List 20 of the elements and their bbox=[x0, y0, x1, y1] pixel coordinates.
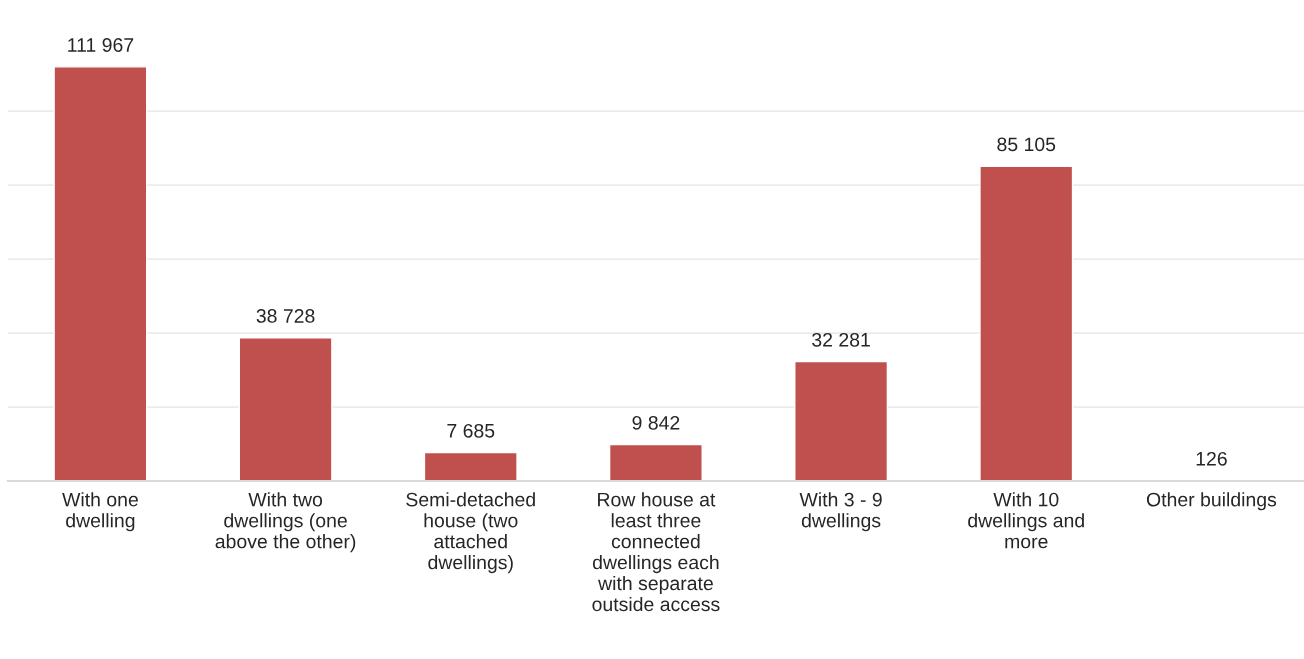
x-tick-label: With one dwelling bbox=[62, 492, 138, 532]
data-label: 38 728 bbox=[256, 309, 315, 323]
bar bbox=[238, 337, 333, 482]
data-label: 126 bbox=[1196, 451, 1227, 466]
data-label: 7 685 bbox=[447, 423, 495, 438]
data-label: 111 967 bbox=[68, 38, 134, 52]
bar bbox=[979, 165, 1074, 482]
x-tick-label: With two dwellings (one above the other) bbox=[215, 492, 356, 553]
x-tick-label: With 3 - 9 dwellings bbox=[799, 492, 882, 532]
bar bbox=[608, 443, 703, 482]
x-tick-label: Other buildings bbox=[1146, 492, 1277, 511]
bar bbox=[53, 66, 148, 482]
bar bbox=[423, 451, 518, 482]
bar bbox=[794, 360, 889, 482]
data-label: 32 281 bbox=[812, 332, 870, 347]
data-label: 9 842 bbox=[632, 415, 680, 430]
x-tick-label: With 10 dwellings and more bbox=[968, 492, 1084, 549]
x-tick-label: Semi-detached house (two attached dwellings) bbox=[406, 492, 535, 574]
data-label: 85 105 bbox=[997, 137, 1056, 152]
x-tick-label: Row house at least three connected dwellings each with separate outside access bbox=[592, 492, 720, 612]
